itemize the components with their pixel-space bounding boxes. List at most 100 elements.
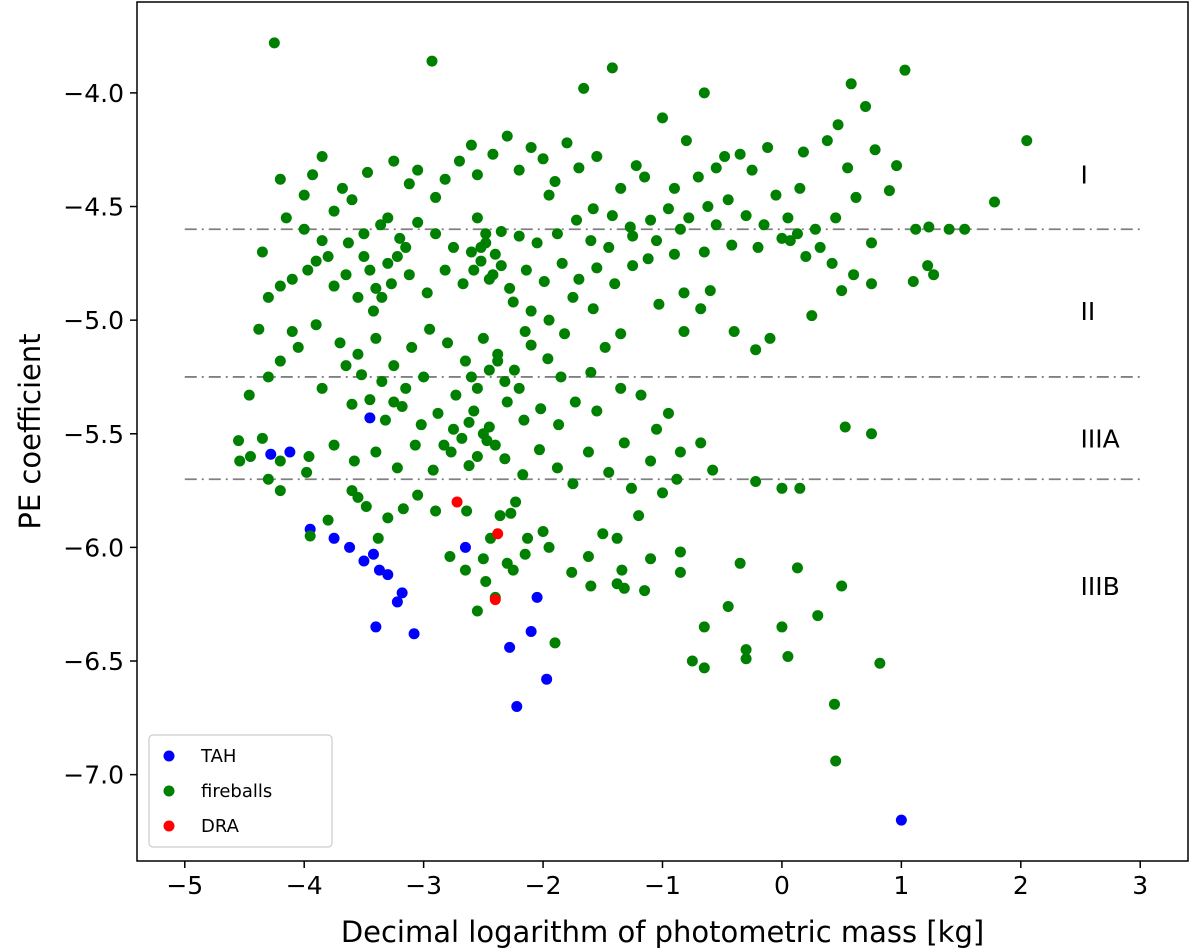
point-tah [541,673,553,685]
point-fireballs [826,257,838,269]
point-fireballs [989,196,1001,208]
point-fireballs [519,326,531,338]
point-fireballs [316,382,328,394]
point-fireballs [943,223,955,235]
x-axis-title: Decimal logarithm of photometric mass [k… [341,915,984,949]
point-fireballs [430,191,442,203]
point-fireballs [784,235,796,247]
point-fireballs [561,137,573,149]
point-fireballs [391,251,403,263]
point-fireballs [566,566,578,578]
point-fireballs [674,546,686,558]
point-fireballs [567,291,579,303]
point-fireballs [403,178,415,190]
point-fireballs [346,398,358,410]
point-dra [489,594,501,606]
point-fireballs [776,232,788,244]
point-fireballs [322,514,334,526]
point-fireballs [508,364,520,376]
point-fireballs [770,189,782,201]
point-fireballs [518,414,530,426]
point-fireballs [342,237,354,249]
point-fireballs [567,478,579,490]
point-fireballs [698,87,710,99]
point-fireballs [465,371,477,383]
y-axis-title: PE coefficient [13,333,47,529]
point-fireballs [391,462,403,474]
point-fireballs [412,164,424,176]
point-fireballs [591,405,603,417]
point-fireballs [444,550,456,562]
point-fireballs [243,389,255,401]
point-fireballs [475,241,487,253]
point-fireballs [686,655,698,667]
point-fireballs [764,332,776,344]
point-fireballs [698,621,710,633]
point-fireballs [836,580,848,592]
point-fireballs [591,262,603,274]
point-tah [396,587,408,599]
point-fireballs [782,212,794,224]
point-fireballs [492,355,504,367]
point-fireballs [367,305,379,317]
point-fireballs [657,487,668,499]
point-fireballs [618,437,630,449]
point-fireballs [394,232,406,244]
point-tah [328,532,340,544]
point-fireballs [459,564,471,576]
point-fireballs [322,251,334,263]
point-tah [367,548,379,560]
point-fireballs [495,260,507,272]
point-fireballs [375,219,387,231]
point-fireballs [883,185,895,197]
point-fireballs [555,371,567,383]
point-fireballs [695,437,707,449]
point-fireballs [477,428,489,440]
point-fireballs [662,203,674,215]
point-fireballs [483,364,495,376]
point-fireballs [821,135,833,147]
point-fireballs [707,464,719,476]
legend-marker [163,785,175,797]
point-fireballs [253,323,265,335]
point-fireballs [836,285,848,297]
point-fireballs [364,394,376,406]
legend: TAH fireballs DRA [148,734,333,848]
point-fireballs [910,223,922,235]
point-fireballs [899,64,911,76]
point-fireballs [616,564,628,576]
point-fireballs [465,246,477,258]
point-fireballs [522,532,534,544]
point-fireballs [639,585,651,597]
point-fireballs [499,453,511,465]
y-tick-label: −5.5 [63,420,124,449]
point-fireballs [461,505,473,517]
point-tah [382,569,394,581]
point-fireballs [298,189,310,201]
point-fireballs [262,371,274,383]
point-fireballs [376,291,388,303]
point-fireballs [692,171,704,183]
point-fireballs [396,401,408,413]
point-fireballs [800,251,812,263]
point-tah [358,555,370,567]
point-fireballs [499,376,511,388]
point-fireballs [578,82,590,94]
point-fireballs [874,657,886,669]
point-fireballs [463,416,475,428]
point-fireballs [678,287,690,299]
point-fireballs [370,446,382,458]
point-fireballs [571,214,583,226]
point-fireballs [465,139,477,151]
x-tick-label: 3 [1132,871,1148,900]
point-fireballs [388,360,400,372]
point-fireballs [432,407,444,419]
point-fireballs [421,287,433,299]
point-fireballs [477,553,489,565]
point-fireballs [630,160,642,172]
point-fireballs [642,253,654,265]
point-fireballs [674,566,686,578]
point-fireballs [645,214,657,226]
